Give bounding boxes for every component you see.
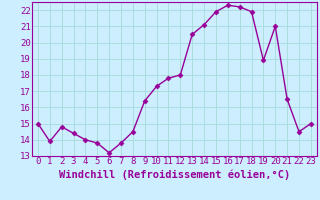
- X-axis label: Windchill (Refroidissement éolien,°C): Windchill (Refroidissement éolien,°C): [59, 169, 290, 180]
